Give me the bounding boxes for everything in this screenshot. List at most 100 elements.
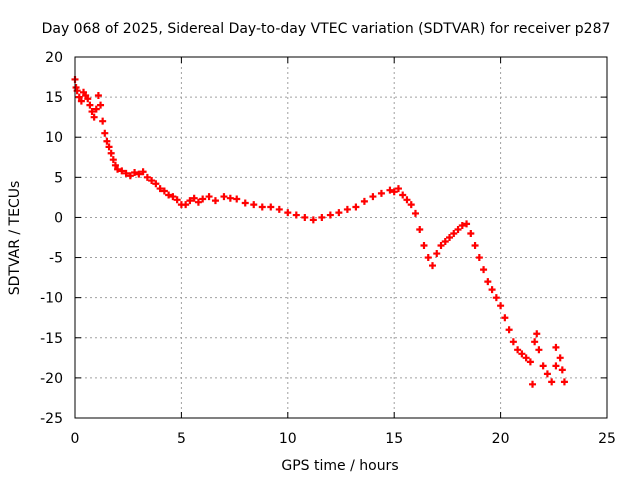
data-point	[556, 354, 564, 362]
data-point	[118, 167, 126, 175]
data-point	[94, 92, 102, 100]
data-point	[160, 187, 168, 195]
data-point	[220, 193, 228, 201]
data-point	[143, 173, 151, 181]
data-point	[454, 225, 462, 233]
data-point	[441, 238, 449, 246]
data-point	[109, 156, 117, 164]
data-point	[275, 205, 283, 213]
data-point	[292, 211, 300, 219]
data-point	[488, 286, 496, 294]
data-point	[156, 185, 164, 193]
data-point	[533, 330, 541, 338]
plot-frame	[74, 56, 608, 419]
data-point	[433, 250, 441, 258]
data-point	[352, 203, 360, 211]
data-point	[424, 254, 432, 262]
y-tick-label: 0	[54, 210, 63, 226]
data-point	[505, 326, 513, 334]
data-point	[475, 254, 483, 262]
data-point	[509, 338, 517, 346]
data-point	[135, 170, 143, 178]
data-point	[522, 354, 530, 362]
data-point	[111, 161, 119, 169]
x-tick-label: 15	[385, 431, 403, 447]
y-tick-label: -15	[40, 331, 63, 347]
data-point	[437, 242, 445, 250]
data-point	[463, 220, 471, 228]
data-point	[552, 362, 560, 370]
data-point	[390, 188, 398, 196]
data-point	[126, 172, 134, 180]
data-point	[558, 366, 566, 374]
y-axis-label: SDTVAR / TECUs	[7, 181, 23, 296]
data-point	[526, 358, 534, 366]
data-point	[552, 343, 560, 351]
data-point	[258, 203, 266, 211]
data-point	[77, 97, 85, 105]
data-point	[114, 165, 122, 173]
data-point	[480, 266, 488, 274]
data-point	[99, 117, 107, 125]
data-point	[122, 169, 130, 177]
data-point	[386, 186, 394, 194]
data-point	[92, 105, 100, 113]
data-point	[369, 193, 377, 201]
y-tick-label: -20	[40, 371, 63, 387]
data-point	[416, 225, 424, 233]
y-tick-label: -5	[49, 251, 63, 267]
data-point	[548, 378, 556, 386]
data-point	[531, 338, 539, 346]
data-point	[75, 93, 83, 101]
data-point	[84, 95, 92, 103]
data-point	[467, 229, 475, 237]
x-tick-label: 5	[177, 431, 186, 447]
data-point	[429, 262, 437, 270]
data-point	[335, 209, 343, 217]
x-axis-label: GPS time / hours	[281, 458, 398, 474]
data-point	[458, 221, 466, 229]
data-point	[535, 346, 543, 354]
data-point	[403, 196, 411, 204]
data-point	[394, 185, 402, 193]
data-point	[211, 197, 219, 205]
x-tick-label: 25	[598, 431, 616, 447]
data-point	[326, 211, 334, 219]
y-tick-label: -25	[40, 411, 63, 427]
data-point	[284, 209, 292, 217]
data-point	[471, 242, 479, 250]
data-point	[560, 378, 568, 386]
data-point	[165, 191, 173, 199]
data-point	[446, 234, 454, 241]
data-point	[190, 194, 198, 202]
data-point	[241, 199, 249, 207]
data-point	[101, 129, 109, 137]
data-point	[360, 197, 368, 205]
y-tick-label: 10	[45, 130, 63, 146]
data-point	[90, 113, 98, 121]
data-point	[301, 213, 309, 221]
data-point	[309, 216, 317, 224]
data-point	[377, 189, 385, 197]
data-point	[86, 101, 94, 109]
data-point	[148, 177, 156, 185]
data-point	[250, 201, 258, 209]
data-point	[169, 193, 177, 201]
data-point	[420, 242, 428, 250]
data-point	[407, 201, 415, 209]
data-point	[194, 198, 202, 206]
data-point	[186, 197, 194, 205]
data-point	[318, 213, 326, 221]
data-point	[543, 370, 551, 378]
data-point	[88, 108, 96, 116]
tick-labels: 0 5 10 15 20 25 -25 -20 -15 -10 -5 0 5 10 15 20	[40, 50, 616, 447]
data-point	[205, 193, 213, 201]
data-point	[450, 229, 458, 237]
data-point	[267, 203, 275, 211]
data-point	[139, 168, 147, 176]
x-tick-label: 10	[279, 431, 297, 447]
data-point	[103, 137, 111, 145]
data-point	[173, 196, 181, 204]
data-point	[514, 346, 522, 354]
